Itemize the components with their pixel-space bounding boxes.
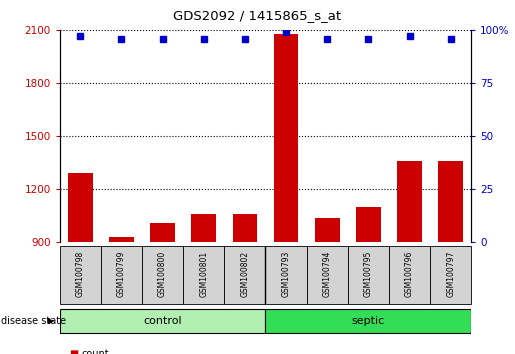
FancyBboxPatch shape [101,246,142,304]
FancyBboxPatch shape [266,246,306,304]
Text: control: control [143,316,182,326]
Text: GSM100796: GSM100796 [405,251,414,297]
Text: GSM100793: GSM100793 [282,251,290,297]
FancyBboxPatch shape [142,246,183,304]
Text: disease state: disease state [1,316,66,326]
Bar [315,218,339,242]
Text: GDS2092 / 1415865_s_at: GDS2092 / 1415865_s_at [174,9,341,22]
Text: GSM100795: GSM100795 [364,251,373,297]
FancyBboxPatch shape [60,246,101,304]
Bar [273,34,298,242]
Text: GSM100794: GSM100794 [323,251,332,297]
FancyBboxPatch shape [430,246,471,304]
Bar [192,214,216,242]
FancyBboxPatch shape [225,246,266,304]
Bar [438,161,463,242]
Bar [109,237,134,242]
FancyBboxPatch shape [183,246,225,304]
Text: GSM100800: GSM100800 [158,251,167,297]
FancyBboxPatch shape [266,309,471,333]
Text: GSM100797: GSM100797 [446,251,455,297]
Bar [150,223,175,242]
FancyBboxPatch shape [306,246,348,304]
Bar [356,207,381,242]
Bar [233,214,258,242]
Text: GSM100802: GSM100802 [241,251,249,297]
FancyBboxPatch shape [348,246,389,304]
Text: ■: ■ [70,349,79,354]
Text: count: count [81,349,109,354]
Bar [397,161,422,242]
FancyBboxPatch shape [60,309,266,333]
FancyBboxPatch shape [389,246,430,304]
Bar [68,173,93,242]
Text: GSM100799: GSM100799 [117,251,126,297]
Text: septic: septic [352,316,385,326]
Text: GSM100798: GSM100798 [76,251,85,297]
Text: GSM100801: GSM100801 [199,251,208,297]
